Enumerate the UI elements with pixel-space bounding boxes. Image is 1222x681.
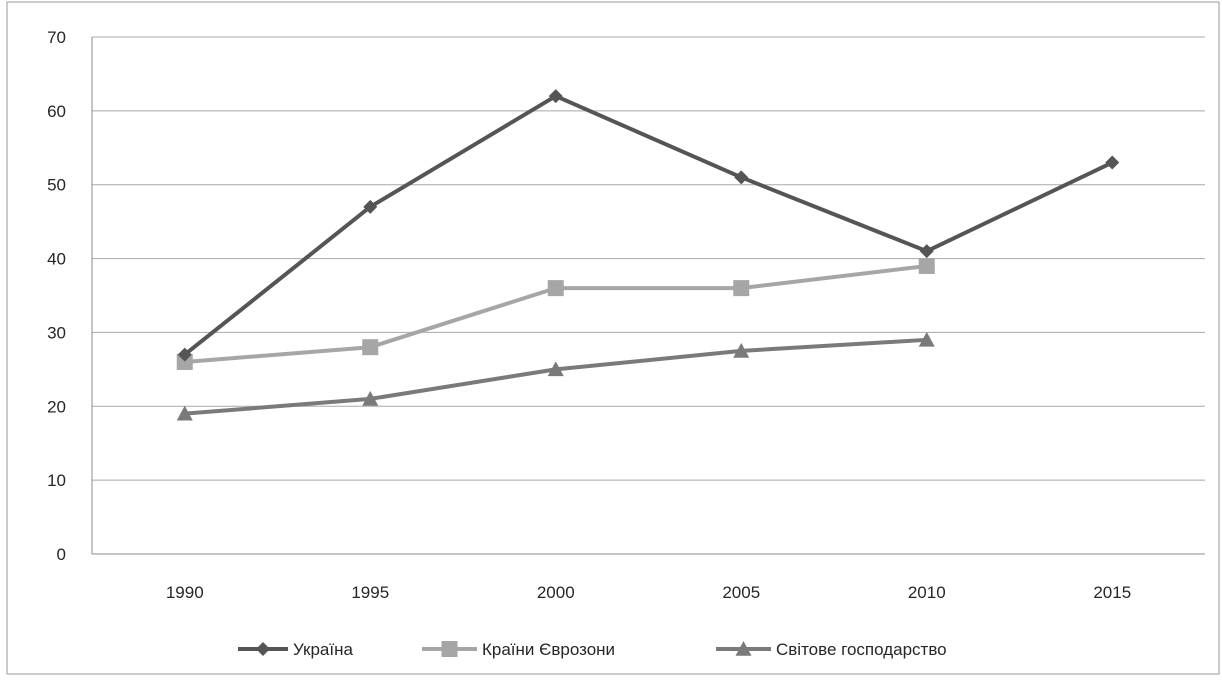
data-point bbox=[547, 280, 564, 297]
x-tick-label: 1990 bbox=[166, 583, 204, 602]
data-point bbox=[733, 280, 750, 297]
data-point bbox=[733, 342, 750, 358]
legend-marker bbox=[256, 642, 270, 656]
legend-marker bbox=[735, 641, 752, 656]
x-tick-label: 2015 bbox=[1093, 583, 1131, 602]
y-tick-label: 0 bbox=[57, 545, 66, 564]
y-tick-label: 70 bbox=[47, 28, 66, 47]
legend-label: Світове господарство bbox=[776, 640, 947, 659]
series-1 bbox=[176, 257, 935, 370]
data-point bbox=[919, 244, 934, 259]
x-tick-label: 2000 bbox=[537, 583, 575, 602]
data-point bbox=[918, 257, 935, 274]
axes: 0 10 20 30 40 50 60 70 1990 1995 2000 2005 2010 2015 bbox=[47, 28, 1131, 602]
data-point bbox=[176, 353, 193, 370]
chart-border bbox=[6, 1, 1220, 675]
data-point bbox=[362, 390, 379, 406]
legend-marker bbox=[441, 641, 458, 657]
data-point bbox=[918, 331, 935, 347]
y-tick-label: 20 bbox=[47, 397, 66, 416]
series-0 bbox=[177, 89, 1120, 362]
data-point bbox=[1105, 155, 1120, 170]
x-tick-label: 1995 bbox=[351, 583, 389, 602]
legend-item: Країни Єврозони bbox=[422, 640, 615, 659]
legend-item: Україна bbox=[238, 640, 353, 659]
data-point bbox=[547, 361, 564, 377]
data-point bbox=[177, 347, 192, 362]
data-point bbox=[548, 89, 563, 104]
y-tick-label: 30 bbox=[47, 323, 66, 342]
legend-label: Країни Єврозони bbox=[482, 640, 615, 659]
data-point bbox=[362, 339, 379, 356]
y-tick-label: 50 bbox=[47, 176, 66, 195]
y-tick-label: 40 bbox=[47, 250, 66, 269]
data-point bbox=[734, 170, 749, 185]
x-tick-label: 2005 bbox=[722, 583, 760, 602]
data-point bbox=[176, 405, 193, 421]
x-tick-label: 2010 bbox=[908, 583, 946, 602]
legend-label: Україна bbox=[293, 640, 353, 659]
data-point bbox=[363, 199, 378, 214]
series-2 bbox=[176, 331, 935, 421]
y-tick-label: 10 bbox=[47, 471, 66, 490]
series-lines bbox=[176, 89, 1120, 421]
series-line bbox=[182, 94, 1115, 357]
legend: Україна Країни Єврозони Світове господарст… bbox=[238, 640, 947, 659]
y-tick-label: 60 bbox=[47, 102, 66, 121]
legend-item: Світове господарство bbox=[716, 640, 947, 659]
